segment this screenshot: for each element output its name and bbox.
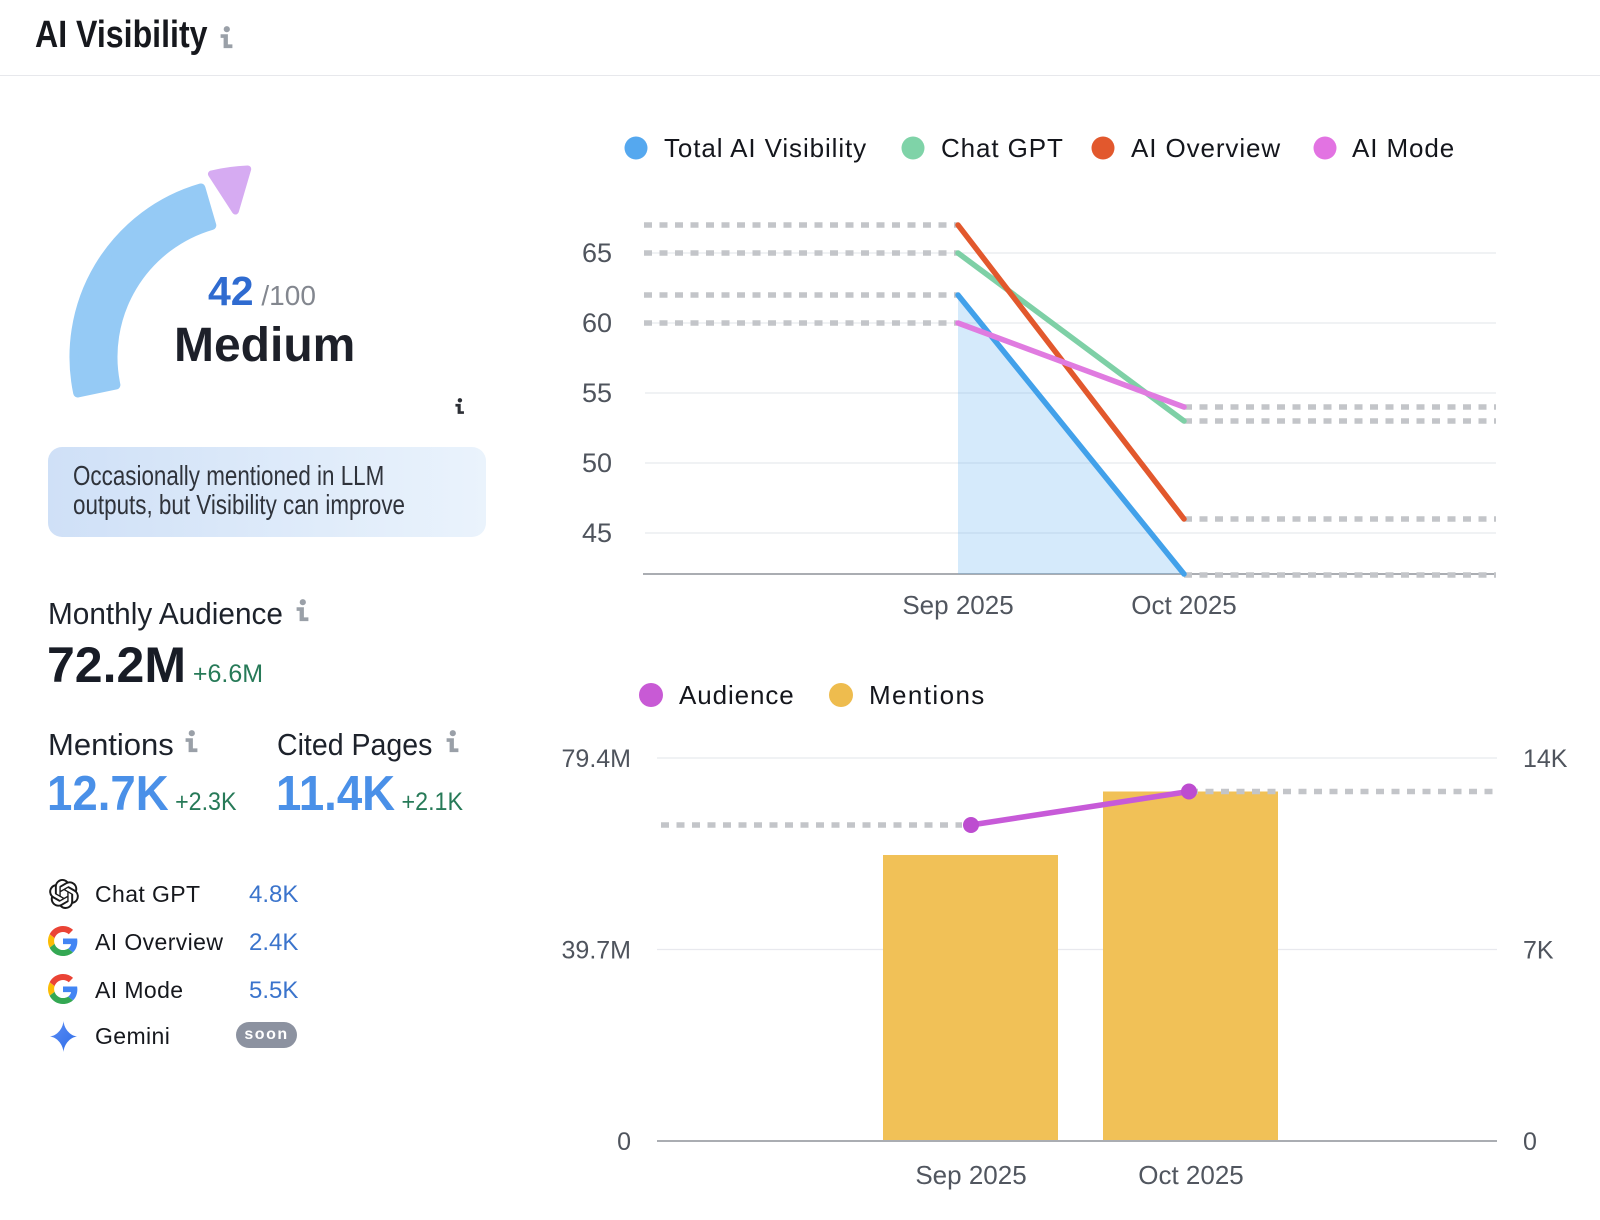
svg-text:Total AI Visibility: Total AI Visibility [664, 133, 867, 163]
svg-text:7K: 7K [1523, 937, 1554, 965]
svg-text:39.7M: 39.7M [562, 937, 631, 965]
svg-text:45: 45 [582, 518, 612, 548]
svg-text:Oct 2025: Oct 2025 [1138, 1160, 1244, 1190]
svg-text:Mentions: Mentions [869, 680, 986, 710]
svg-text:AI Overview: AI Overview [1131, 133, 1281, 163]
svg-text:65: 65 [582, 238, 612, 268]
svg-text:Audience: Audience [679, 680, 795, 710]
svg-text:55: 55 [582, 378, 612, 408]
svg-text:Sep 2025: Sep 2025 [902, 590, 1013, 620]
svg-text:AI Mode: AI Mode [1352, 133, 1455, 163]
svg-text:Sep 2025: Sep 2025 [915, 1160, 1026, 1190]
svg-text:14K: 14K [1523, 745, 1568, 773]
svg-text:79.4M: 79.4M [562, 745, 631, 773]
svg-text:0: 0 [1523, 1128, 1537, 1156]
svg-text:50: 50 [582, 448, 612, 478]
svg-text:60: 60 [582, 308, 612, 338]
svg-text:Chat GPT: Chat GPT [941, 133, 1064, 163]
svg-text:Oct 2025: Oct 2025 [1131, 590, 1237, 620]
svg-text:0: 0 [617, 1128, 631, 1156]
